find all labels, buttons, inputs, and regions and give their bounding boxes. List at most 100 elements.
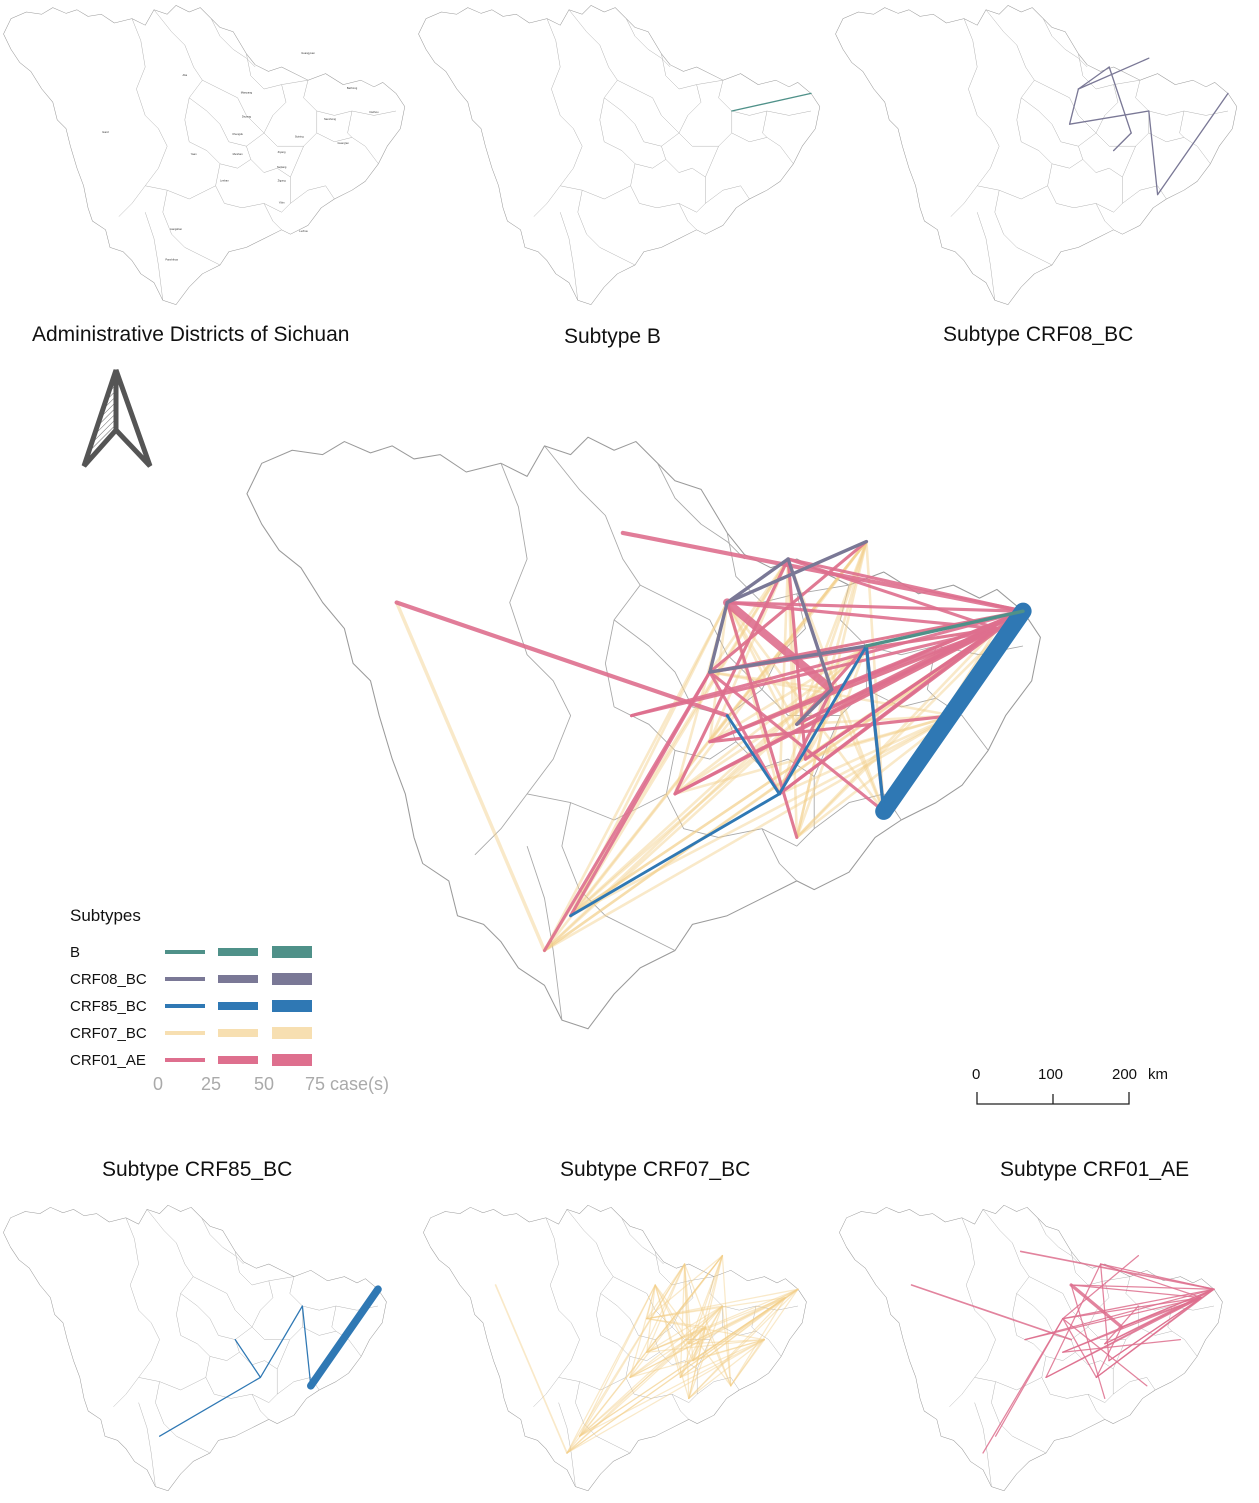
subtype-crf85-map — [3, 1204, 387, 1492]
flow-line — [1045, 1263, 1102, 1379]
flow-line — [730, 1296, 787, 1387]
district-boundary — [189, 141, 252, 169]
district-boundary — [697, 1377, 740, 1395]
flow-line — [786, 557, 886, 813]
district-boundary — [671, 1280, 723, 1340]
flow-line — [688, 1326, 707, 1345]
district-boundary — [153, 9, 203, 142]
subtype-crf01-caption: Subtype CRF01_AE — [1000, 1158, 1190, 1181]
district-boundary — [600, 1335, 660, 1361]
district-boundary — [251, 1280, 303, 1340]
district-boundary — [950, 18, 1000, 217]
province-outline — [418, 5, 821, 305]
flow-line — [725, 600, 799, 839]
flow-line — [654, 1284, 682, 1379]
flow-line — [629, 1296, 787, 1379]
flow-line — [566, 1338, 766, 1454]
district-boundary — [575, 1381, 631, 1454]
district-label: Yibin — [279, 200, 285, 204]
district-label: Meishan — [233, 152, 243, 156]
district-boundary — [146, 1209, 194, 1336]
flow-line — [646, 1284, 656, 1320]
flow-line — [646, 1326, 707, 1353]
flow-line — [569, 688, 833, 918]
flow-line — [578, 1284, 656, 1437]
district-boundary — [234, 1251, 295, 1286]
flow-line — [692, 1288, 799, 1362]
district-label: Panzhihua — [165, 258, 178, 262]
district-boundary — [303, 80, 397, 116]
flow-line — [629, 1254, 724, 1379]
flow-line — [629, 1338, 766, 1379]
district-boundary — [991, 1381, 1047, 1454]
district-boundary — [118, 18, 168, 217]
flow-line — [1156, 92, 1229, 196]
district-boundary — [566, 1209, 614, 1336]
subtype-crf85-caption: Subtype CRF85_BC — [102, 1158, 293, 1181]
district-boundary — [949, 1217, 996, 1407]
flow-line — [646, 1317, 766, 1341]
legend-label-crf07: CRF07_BC — [70, 1025, 147, 1042]
flow-line — [1070, 1284, 1215, 1290]
district-boundary — [211, 18, 256, 68]
district-boundary — [1078, 53, 1141, 90]
flow-line — [725, 557, 790, 605]
district-boundary — [604, 97, 680, 147]
flow-line — [778, 714, 955, 796]
legend-swatches — [165, 946, 312, 1066]
flow-line — [569, 792, 781, 918]
flow-line — [578, 1263, 686, 1437]
flow-line — [721, 1305, 732, 1387]
flow-line — [688, 1254, 724, 1400]
district-boundary — [290, 185, 335, 204]
flow-line — [1024, 1288, 1215, 1341]
flow-line — [629, 1288, 799, 1379]
flow-line — [1062, 1296, 1203, 1320]
flow-line — [864, 609, 1025, 648]
flow-line — [494, 1284, 568, 1454]
flow-line — [725, 600, 999, 631]
district-boundary — [568, 9, 618, 142]
district-boundary — [180, 1335, 240, 1361]
district-boundary — [113, 1217, 160, 1407]
province-outline — [246, 436, 1041, 1030]
flow-line — [688, 1305, 724, 1345]
flow-line — [629, 609, 1025, 718]
district-boundary — [331, 1305, 337, 1332]
flow-line — [708, 670, 781, 796]
flow-line — [578, 1254, 724, 1437]
district-boundary — [839, 584, 1024, 656]
district-boundary — [527, 793, 667, 821]
district-boundary — [678, 84, 733, 147]
district-boundary — [718, 80, 812, 116]
flow-line — [910, 1284, 1073, 1341]
flow-line — [1062, 1317, 1098, 1379]
district-boundary — [144, 212, 164, 301]
district-boundary — [976, 212, 996, 301]
flow-line — [692, 1296, 787, 1362]
district-boundary — [1135, 80, 1229, 116]
flow-line — [646, 1338, 766, 1353]
district-boundary — [577, 190, 636, 266]
subtype-crf01-map — [839, 1204, 1223, 1492]
legend-title: Subtypes — [70, 906, 141, 925]
flow-line — [723, 598, 836, 694]
flow-line — [725, 539, 869, 605]
flow-line — [688, 1338, 766, 1400]
flow-line — [730, 1338, 766, 1387]
flow-line — [708, 600, 729, 674]
district-boundary — [1125, 1276, 1215, 1311]
district-label: Guangyuan — [301, 51, 315, 55]
flow-line — [646, 1288, 799, 1320]
district-label: Mianyang — [241, 90, 253, 94]
flow-line — [566, 1284, 656, 1454]
subtype-b-caption: Subtype B — [564, 325, 661, 348]
district-label: Guang'an — [338, 141, 350, 145]
flow-line — [566, 1288, 799, 1454]
district-boundary — [621, 1217, 664, 1265]
district-boundary — [665, 146, 719, 178]
flow-line — [569, 670, 712, 918]
admin-districts-map: Aba Guangyuan Bazhong Mianyang Dazhou Ganzi De… — [3, 5, 406, 305]
flow-line — [646, 1305, 724, 1320]
flow-line — [795, 609, 1025, 839]
